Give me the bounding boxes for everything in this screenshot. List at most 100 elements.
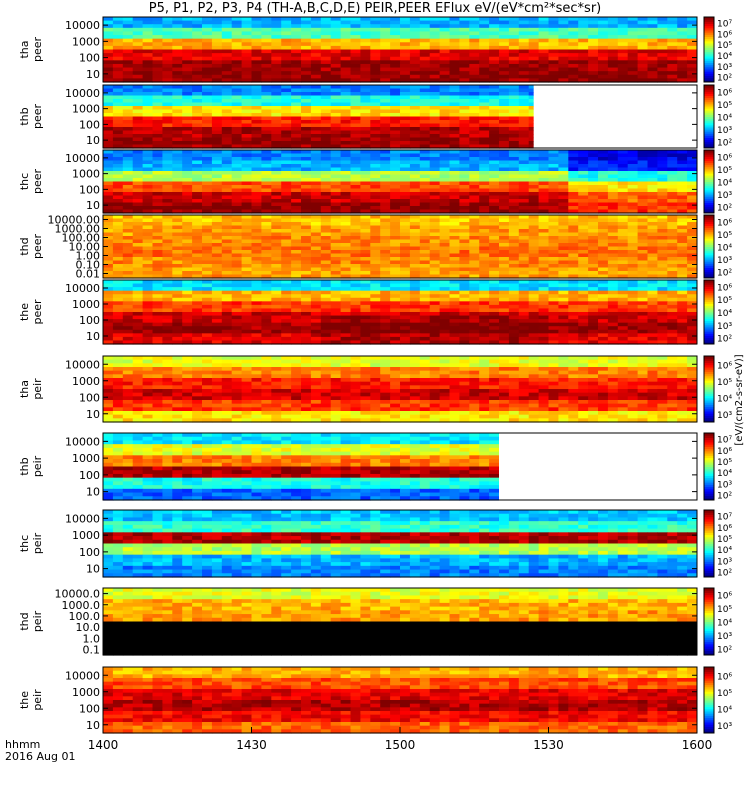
spectrogram-cell bbox=[390, 130, 401, 135]
spectrogram-cell bbox=[320, 157, 332, 162]
spectrogram-cell bbox=[499, 239, 510, 244]
spectrogram-cell bbox=[330, 280, 342, 285]
spectrogram-cell bbox=[370, 209, 381, 214]
spectrogram-cell bbox=[439, 222, 451, 227]
spectrogram-cell bbox=[241, 250, 253, 255]
spectrogram-cell bbox=[429, 308, 441, 313]
spectrogram-cell bbox=[202, 188, 213, 193]
spectrogram-cell bbox=[122, 304, 134, 310]
spectrogram-cell bbox=[667, 67, 678, 72]
spectrogram-cell bbox=[152, 17, 163, 22]
spectrogram-cell bbox=[479, 109, 490, 114]
spectrogram-cell bbox=[459, 287, 470, 292]
spectrogram-cell bbox=[400, 308, 411, 313]
spectrogram-cell bbox=[202, 290, 213, 295]
spectrogram-cell bbox=[182, 195, 193, 200]
spectrogram-cell bbox=[211, 137, 223, 142]
spectrogram-cell bbox=[360, 319, 371, 324]
spectrogram-cell bbox=[419, 60, 431, 65]
spectrogram-cell bbox=[241, 308, 253, 313]
spectrogram-cell bbox=[489, 49, 500, 54]
spectrogram-cell bbox=[390, 157, 401, 162]
spectrogram-cell bbox=[291, 206, 302, 211]
spectrogram-cell bbox=[330, 225, 342, 230]
colorbar-step bbox=[704, 221, 714, 224]
spectrogram-cell bbox=[380, 225, 391, 230]
spectrogram-cell bbox=[489, 85, 500, 90]
spectrogram-cell bbox=[380, 150, 391, 155]
spectrogram-cell bbox=[677, 199, 688, 204]
spectrogram-cell bbox=[479, 167, 490, 172]
spectrogram-cell bbox=[390, 160, 401, 165]
spectrogram-cell bbox=[508, 195, 520, 200]
spectrogram-cell bbox=[192, 297, 203, 302]
spectrogram-cell bbox=[518, 308, 530, 313]
spectrogram-cell bbox=[192, 67, 203, 72]
spectrogram-cell bbox=[687, 153, 697, 158]
spectrogram-cell bbox=[508, 209, 520, 214]
spectrogram-cell bbox=[122, 150, 134, 155]
spectrogram-cell bbox=[578, 192, 589, 197]
spectrogram-cell bbox=[301, 232, 312, 237]
spectrogram-cell bbox=[647, 297, 658, 302]
spectrogram-cell bbox=[657, 24, 668, 29]
colorbar-step bbox=[704, 179, 714, 182]
spectrogram-cell bbox=[548, 202, 559, 207]
spectrogram-cell bbox=[409, 209, 421, 214]
spectrogram-cell bbox=[281, 67, 292, 72]
spectrogram-cell bbox=[360, 153, 371, 158]
spectrogram-cell bbox=[211, 192, 223, 197]
spectrogram-cell bbox=[439, 85, 451, 90]
spectrogram-cell bbox=[241, 222, 253, 227]
spectrogram-cell bbox=[152, 67, 163, 72]
spectrogram-cell bbox=[469, 274, 480, 279]
spectrogram-cell bbox=[241, 257, 253, 262]
spectrogram-cell bbox=[598, 164, 609, 169]
spectrogram-cell bbox=[221, 31, 233, 36]
spectrogram-cell bbox=[142, 164, 154, 169]
spectrogram-cell bbox=[380, 301, 391, 306]
spectrogram-cell bbox=[330, 315, 342, 320]
spectrogram-cell bbox=[538, 246, 550, 251]
spectrogram-cell bbox=[172, 287, 183, 292]
spectrogram-cell bbox=[340, 206, 352, 211]
spectrogram-cell bbox=[459, 164, 470, 169]
spectrogram-cell bbox=[271, 38, 282, 43]
spectrogram-cell bbox=[202, 229, 213, 234]
spectrogram-cell bbox=[489, 123, 500, 128]
spectrogram-cell bbox=[122, 71, 134, 76]
spectrogram-cell bbox=[380, 260, 391, 265]
spectrogram-cell bbox=[429, 225, 441, 230]
spectrogram-cell bbox=[221, 167, 233, 172]
spectrogram-cell bbox=[538, 67, 550, 72]
spectrogram-cell bbox=[677, 271, 688, 276]
spectrogram-cell bbox=[499, 257, 510, 262]
spectrogram-cell bbox=[419, 222, 431, 227]
spectrogram-cell bbox=[301, 123, 312, 128]
spectrogram-cell bbox=[310, 236, 322, 241]
spectrogram-cell bbox=[469, 127, 480, 132]
spectrogram-cell bbox=[192, 232, 203, 237]
spectrogram-cell bbox=[103, 222, 114, 227]
spectrogram-cell bbox=[508, 239, 520, 244]
spectrogram-cell bbox=[548, 260, 559, 265]
spectrogram-cell bbox=[112, 31, 124, 36]
spectrogram-cell bbox=[261, 195, 272, 200]
spectrogram-cell bbox=[301, 130, 312, 135]
spectrogram-cell bbox=[231, 218, 243, 223]
spectrogram-cell bbox=[142, 63, 154, 69]
spectrogram-cell bbox=[281, 280, 292, 285]
spectrogram-cell bbox=[479, 20, 490, 25]
spectrogram-cell bbox=[221, 42, 233, 47]
spectrogram-cell bbox=[122, 283, 134, 288]
spectrogram-cell bbox=[112, 280, 124, 285]
spectrogram-cell bbox=[400, 290, 411, 295]
spectrogram-cell bbox=[241, 181, 253, 186]
spectrogram-cell bbox=[241, 274, 253, 279]
spectrogram-cell bbox=[419, 185, 431, 190]
spectrogram-cell bbox=[469, 67, 480, 72]
spectrogram-cell bbox=[667, 283, 678, 288]
spectrogram-cell bbox=[103, 85, 114, 90]
spectrogram-cell bbox=[400, 71, 411, 76]
spectrogram-cell bbox=[152, 53, 163, 58]
